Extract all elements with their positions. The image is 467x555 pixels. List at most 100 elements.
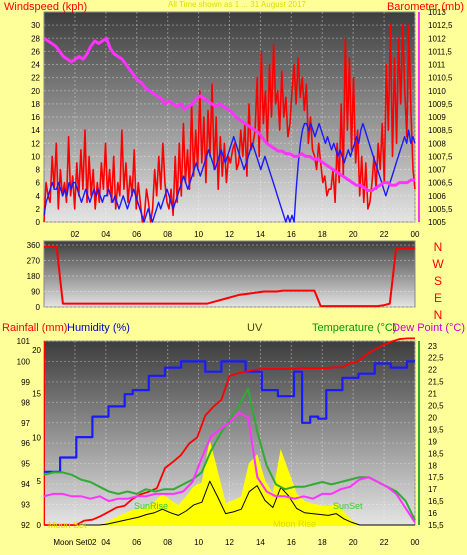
temperature-y-tick-label: 18,5 [428,449,444,458]
compass-label: W [432,257,444,271]
compass-label: S [434,274,442,288]
rainfall-label: Rainfall (mm) [2,322,67,334]
temperature-y-tick-label: 17 [428,485,437,494]
moon-rise-annotation: Moon Rise [273,519,316,529]
solar-line [44,480,415,526]
barometer-y-tick-label: 1011,5 [428,47,452,56]
humidity-y-tick-label: 100 [17,357,31,366]
compass-label: E [434,291,442,305]
x-tick-label: 00 [411,538,420,547]
rain-x-ticks: Moon Set02 04 06 08 10 12 14 16 18 20 22 00 [53,538,420,547]
x-tick-label: 10 [194,230,203,239]
wind-y-tick-label: 10 [31,152,40,161]
temperature-y-tick-label: 20,5 [428,402,444,411]
humidity-y-tick-label: 93 [21,501,30,510]
rain-plot-area [43,340,416,526]
x-tick-label: 20 [349,538,358,547]
rain-humidity-temp-panel: 0 5 10 15 20 92 93 94 95 96 97 98 99 100 101 15,5 16 16… [2,322,465,547]
x-tick-label: 22 [380,230,389,239]
wind-y-tick-label: 30 [31,21,40,30]
humidity-y-tick-label: 92 [21,521,30,530]
x-tick-label: 08 [163,538,172,547]
barometer-y-tick-label: 1006,5 [428,179,453,188]
wind-y-tick-label: 16 [31,113,40,122]
direction-series [44,245,416,308]
moon-set-annotation: Moon Set [48,520,87,530]
wind-title: Windspeed (kph) [4,1,87,13]
wind-y-tick-label: 14 [31,126,40,135]
x-tick-label: 22 [380,538,389,547]
rain-y-ticks: 0 5 10 15 20 [32,346,41,530]
sunset-annotation: SunSet [333,501,363,511]
wind-y-tick-label: 18 [31,100,40,109]
temperature-y-tick-label: 23 [428,342,437,351]
barometer-y-tick-label: 1012 [428,34,446,43]
x-tick-label: 04 [101,230,110,239]
wind-y-tick-label: 28 [31,34,40,43]
temperature-y-tick-label: 20 [428,413,437,422]
temperature-y-tick-label: 16,5 [428,497,444,506]
humidity-line [44,360,415,473]
wind-direction-line [44,245,416,308]
wind-average-line [43,24,416,223]
barometer-y-tick-label: 1005 [428,218,446,227]
barometer-y-tick-label: 1006 [428,192,446,201]
rainfall-line [44,337,415,526]
humidity-y-tick-label: 97 [21,419,30,428]
direction-plot-area [43,240,416,308]
barometer-y-tick-label: 1007,5 [428,152,453,161]
wind-series [43,12,420,223]
rain-y-tick-label: 10 [32,433,41,442]
dew-point-line [43,411,416,524]
rain-y-tick-label: 15 [32,390,41,399]
barometer-y-tick-label: 1009,5 [428,100,453,109]
direction-y-ticks: 0 90 180 270 360 [27,241,41,312]
wind-y-tick-label: 0 [36,218,41,227]
barometer-line [43,36,415,192]
wind-y-tick-label: 20 [31,87,40,96]
temperature-y-tick-label: 17,5 [428,473,444,482]
x-tick-label: 02 [70,230,79,239]
wind-x-ticks: 02 04 06 08 10 12 14 16 18 20 22 00 [70,230,420,239]
temperature-y-tick-label: 18 [428,461,437,470]
humidity-y-tick-label: 94 [21,480,30,489]
barometer-y-tick-label: 1008,5 [428,126,453,135]
x-tick-label: Moon Set02 [53,538,97,547]
direction-y-tick-label: 360 [27,241,41,250]
x-tick-label: 16 [287,538,296,547]
temperature-label: Temperature (°C) [312,322,396,334]
wind-y-tick-label: 24 [31,61,40,70]
x-tick-label: 16 [287,230,296,239]
barometer-y-tick-label: 1008 [428,139,446,148]
wind-y-tick-label: 6 [36,179,41,188]
compass-label: N [434,308,443,322]
temperature-y-ticks: 15,5 16 16,5 17 17,5 18 18,5 19 19,5 20 20,5 21 21,5… [428,342,444,530]
wind-subtitle: All Time shown as 1 ... 31 August 2017 [168,0,306,9]
rain-y-tick-label: 20 [32,346,41,355]
barometer-y-tick-label: 1011 [428,61,446,70]
x-tick-label: 20 [349,230,358,239]
humidity-y-ticks: 92 93 94 95 96 97 98 99 100 101 [17,337,31,530]
humidity-y-tick-label: 99 [21,378,30,387]
direction-y-tick-label: 180 [27,272,41,281]
temperature-line [43,387,416,521]
direction-grid [44,244,415,308]
wind-blue-line [43,122,416,223]
temperature-y-tick-label: 22,5 [428,354,444,363]
barometer-y-tick-label: 1007 [428,166,446,175]
barometer-y-ticks: 1005 1005,5 1006 1006,5 1007 1007,5 1008 1008,5… [428,8,453,227]
rain-series [43,337,420,526]
x-tick-label: 12 [225,538,234,547]
x-tick-label: 08 [163,230,172,239]
temperature-y-tick-label: 19,5 [428,425,444,434]
x-tick-label: 06 [132,230,141,239]
x-tick-label: 10 [194,538,203,547]
barometer-y-tick-label: 1012,5 [428,21,453,30]
x-tick-label: 14 [256,230,265,239]
wind-y-tick-label: 8 [36,166,41,175]
x-tick-label: 00 [411,230,420,239]
